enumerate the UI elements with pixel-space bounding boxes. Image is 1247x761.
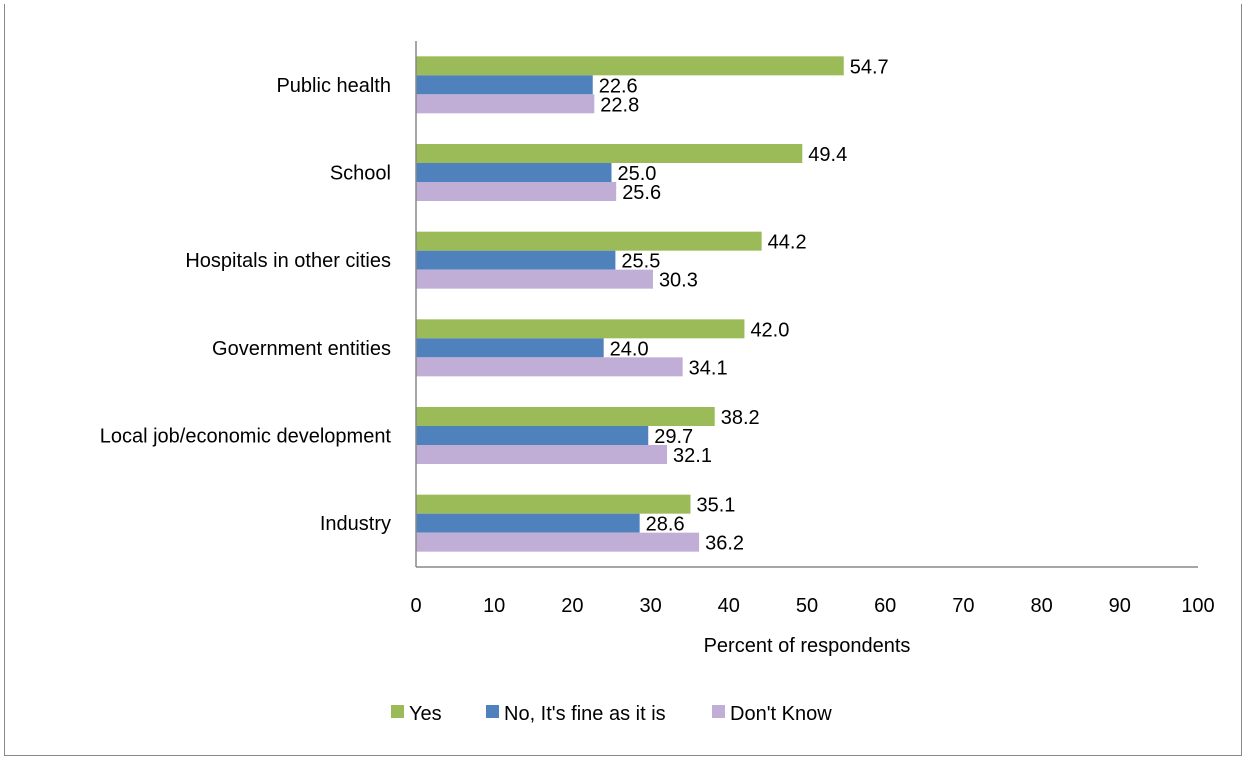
legend-label: Don't Know — [730, 703, 832, 725]
legend-label: Yes — [409, 703, 442, 725]
data-label: 25.6 — [622, 182, 661, 204]
data-label: 22.6 — [599, 75, 638, 97]
data-label: 29.7 — [654, 426, 693, 448]
data-label: 25.0 — [618, 163, 657, 185]
chart-frame: Public health School Hospitals in other ci… — [4, 4, 1242, 756]
data-label: 36.2 — [705, 533, 744, 555]
bar-don-t-know — [416, 94, 595, 114]
legend: Yes No, It's fine as it is Don't Know — [391, 703, 832, 725]
category-labels: Public health School Hospitals in other ci… — [100, 75, 392, 535]
x-tick-label: 30 — [639, 595, 661, 617]
data-label: 38.2 — [721, 407, 760, 429]
data-label: 44.2 — [768, 232, 807, 254]
category-label: Government entities — [212, 338, 391, 360]
bar-yes — [416, 144, 803, 163]
x-tick-label: 40 — [718, 595, 740, 617]
legend-swatch — [712, 705, 725, 718]
legend-label: No, It's fine as it is — [504, 703, 666, 725]
bar-no-it-s-fine-as-it-is — [416, 513, 640, 533]
x-tick-labels: 0 10 20 30 40 50 60 70 80 90 100 — [410, 595, 1214, 617]
bar-no-it-s-fine-as-it-is — [416, 338, 604, 358]
category-label: School — [330, 163, 391, 185]
bar-yes — [416, 494, 691, 514]
x-tick-label: 90 — [1109, 595, 1131, 617]
x-axis-title: Percent of respondents — [704, 635, 911, 657]
data-label: 32.1 — [673, 445, 712, 467]
bar-yes — [416, 56, 844, 76]
x-tick-label: 80 — [1030, 595, 1052, 617]
category-label: Public health — [276, 75, 391, 97]
chart-canvas: Public health School Hospitals in other ci… — [100, 41, 1215, 725]
bar-don-t-know — [416, 357, 683, 377]
category-label: Local job/economic development — [100, 426, 392, 448]
bar-no-it-s-fine-as-it-is — [416, 426, 649, 445]
bar-yes — [416, 231, 762, 251]
x-tick-label: 70 — [952, 595, 974, 617]
x-tick-label: 60 — [874, 595, 896, 617]
data-label: 35.1 — [696, 495, 735, 517]
bar-don-t-know — [416, 269, 653, 289]
bar-don-t-know — [416, 445, 668, 464]
category-label: Industry — [320, 513, 391, 535]
data-label: 24.0 — [610, 338, 649, 360]
bar-no-it-s-fine-as-it-is — [416, 75, 593, 95]
data-label: 49.4 — [808, 144, 847, 166]
data-label: 54.7 — [850, 56, 889, 78]
category-label: Hospitals in other cities — [185, 250, 391, 272]
bar-no-it-s-fine-as-it-is — [416, 250, 616, 270]
x-tick-label: 10 — [483, 595, 505, 617]
bar-yes — [416, 319, 745, 339]
x-tick-label: 100 — [1181, 595, 1214, 617]
bar-don-t-know — [416, 182, 617, 201]
data-label: 42.0 — [750, 319, 789, 341]
data-labels: 54.7 22.622.8 49.4 25.025.6 44.2 25.530.3 42.0… — [599, 56, 889, 554]
data-label: 25.5 — [621, 251, 660, 273]
bars — [416, 56, 844, 552]
data-label: 22.8 — [600, 94, 639, 116]
bar-no-it-s-fine-as-it-is — [416, 163, 612, 182]
x-tick-label: 20 — [561, 595, 583, 617]
x-tick-label: 50 — [796, 595, 818, 617]
data-label: 34.1 — [689, 357, 728, 379]
data-label: 28.6 — [646, 514, 685, 536]
legend-swatch — [391, 705, 404, 718]
bar-yes — [416, 407, 715, 426]
bar-don-t-know — [416, 532, 700, 552]
data-label: 30.3 — [659, 270, 698, 292]
legend-swatch — [486, 705, 499, 718]
x-tick-label: 0 — [410, 595, 421, 617]
